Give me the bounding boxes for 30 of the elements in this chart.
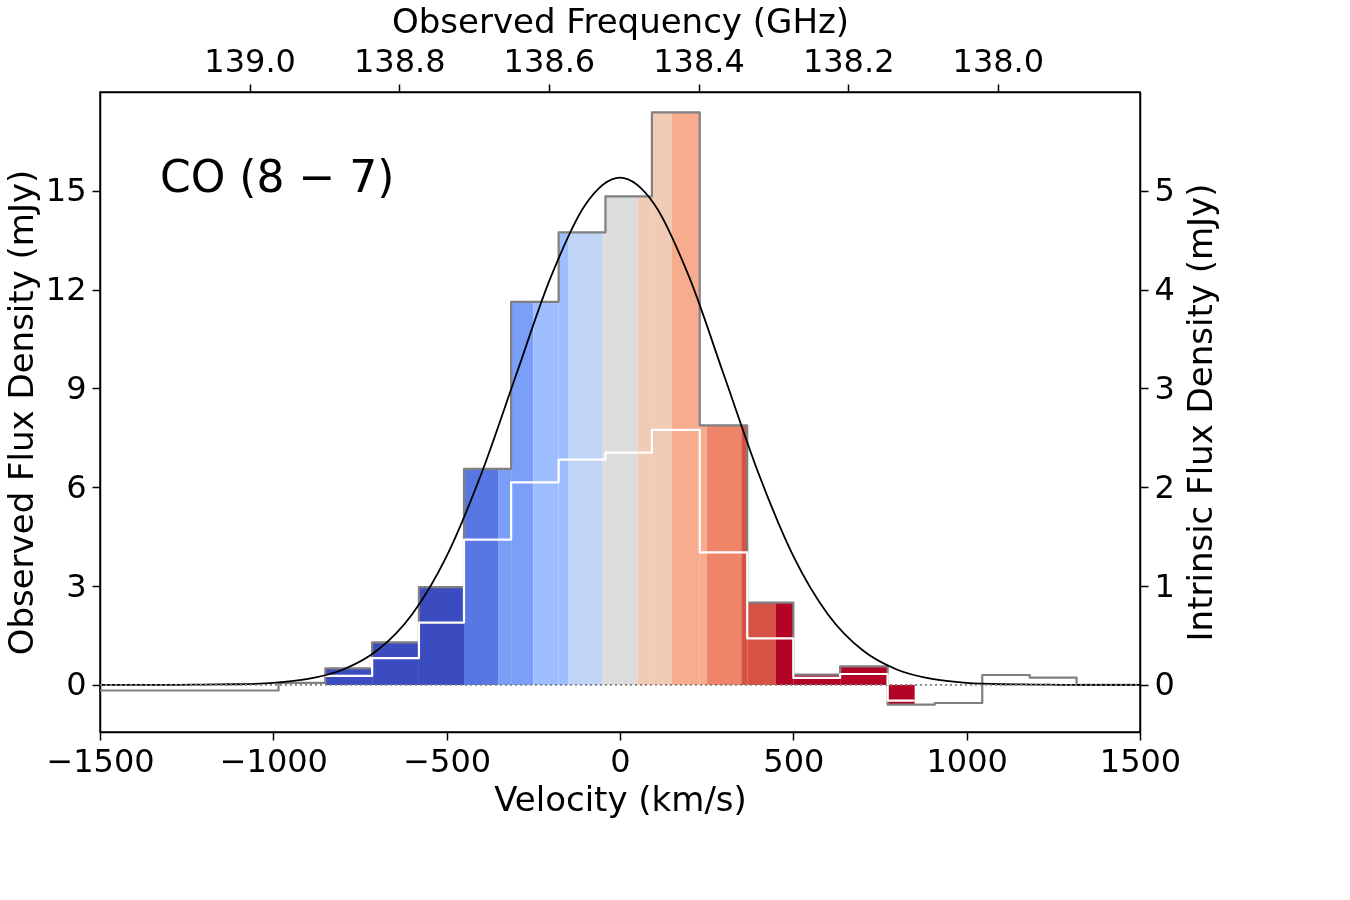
y-tick-label: 15 [45, 171, 87, 210]
y-tick-label: 3 [66, 566, 87, 605]
y-axis-title: Observed Flux Density (mJy) [0, 169, 41, 656]
y-tick-label: 0 [66, 665, 87, 704]
x2-axis-title: Observed Frequency (GHz) [391, 0, 850, 41]
y-tick-label: 12 [45, 270, 87, 309]
x2-tick-label: 138.6 [503, 41, 596, 80]
y2-tick-label: 4 [1154, 270, 1175, 309]
y2-axis-title: Intrinsic Flux Density (mJy) [1179, 183, 1220, 642]
y-tick-label: 9 [66, 368, 87, 407]
x-axis-title: Velocity (km/s) [494, 778, 747, 819]
annotation: CO (8 − 7) [160, 151, 395, 202]
x2-tick-label: 138.2 [802, 41, 895, 80]
x-tick-label: −500 [403, 741, 492, 780]
x2-tick-label: 138.8 [353, 41, 446, 80]
x-tick-label: −1000 [219, 741, 328, 780]
x-tick-label: 1500 [1099, 741, 1182, 780]
x2-tick-label: 139.0 [204, 41, 296, 80]
x-tick-label: 0 [610, 741, 631, 780]
x2-tick-label: 138.4 [653, 41, 745, 80]
y-tick-label: 6 [66, 467, 87, 506]
x-tick-label: 500 [763, 741, 825, 780]
x2-tick-label: 138.0 [952, 41, 1045, 80]
y2-tick-label: 0 [1154, 665, 1175, 704]
y2-tick-label: 5 [1154, 171, 1175, 210]
y2-tick-label: 2 [1154, 467, 1175, 506]
x-tick-label: 1000 [926, 741, 1008, 780]
y2-tick-label: 1 [1154, 566, 1175, 605]
y2-tick-label: 3 [1154, 368, 1175, 407]
x-tick-label: −1500 [46, 741, 155, 780]
